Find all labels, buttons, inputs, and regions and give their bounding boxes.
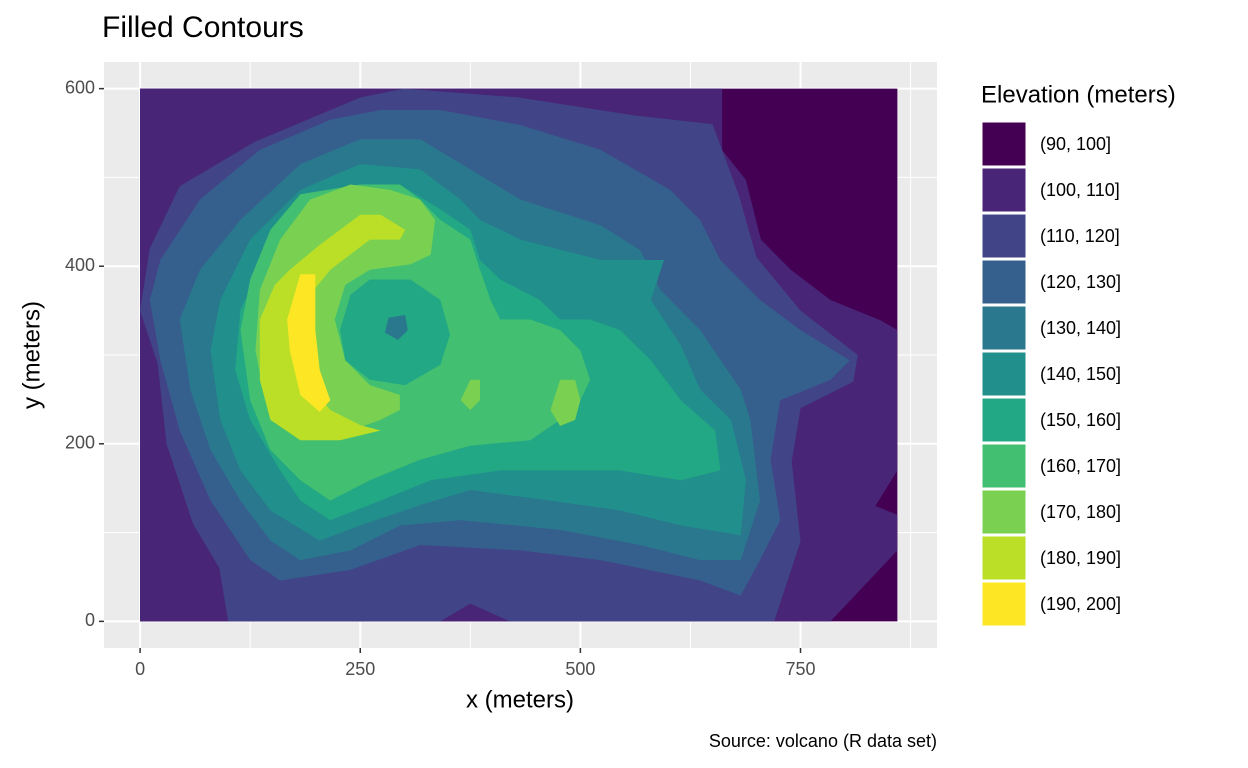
x-tick-label: 0 [135,659,145,679]
legend-key [981,581,1027,627]
legend-label: (100, 110] [1040,180,1120,200]
legend: (90, 100] (100, 110] (110, 120] (120, 130] (… [981,121,1121,627]
legend-key [981,259,1027,305]
y-axis-label: y (meters) [18,301,45,409]
legend-label: (140, 150] [1040,364,1121,384]
chart-title: Filled Contours [102,11,304,44]
x-tick-label: 750 [785,659,815,679]
legend-key [981,167,1027,213]
contour-band [287,274,331,412]
axes: 0 250 500 750 0 200 400 600 [65,77,816,678]
legend-title: Elevation (meters) [981,81,1176,108]
contour-band [550,379,581,427]
legend-key [981,351,1027,397]
legend-key [981,489,1027,535]
legend-key [981,535,1027,581]
contour-band [259,214,406,441]
legend-label: (160, 170] [1040,456,1121,476]
legend-label: (130, 140] [1040,318,1121,338]
legend-label: (150, 160] [1040,410,1121,430]
legend-label: (110, 120] [1040,226,1120,246]
legend-key [981,213,1027,259]
y-tick-label: 600 [65,77,95,97]
y-tick-label: 400 [65,255,95,275]
legend-key [981,397,1027,443]
y-tick-label: 200 [65,433,95,453]
legend-key [981,121,1027,167]
legend-key [981,443,1027,489]
x-tick-label: 250 [345,659,375,679]
contour-hole [384,315,408,340]
legend-label: (190, 200] [1040,594,1121,614]
contour-band [460,379,480,411]
x-axis-label: x (meters) [466,686,574,713]
legend-key [981,305,1027,351]
legend-label: (180, 190] [1040,548,1121,568]
x-tick-label: 500 [565,659,595,679]
legend-label: (170, 180] [1040,502,1121,522]
y-tick-label: 0 [85,610,95,630]
caption: Source: volcano (R data set) [709,731,937,751]
contours [140,88,898,622]
legend-label: (120, 130] [1040,272,1121,292]
legend-label: (90, 100] [1040,134,1111,154]
